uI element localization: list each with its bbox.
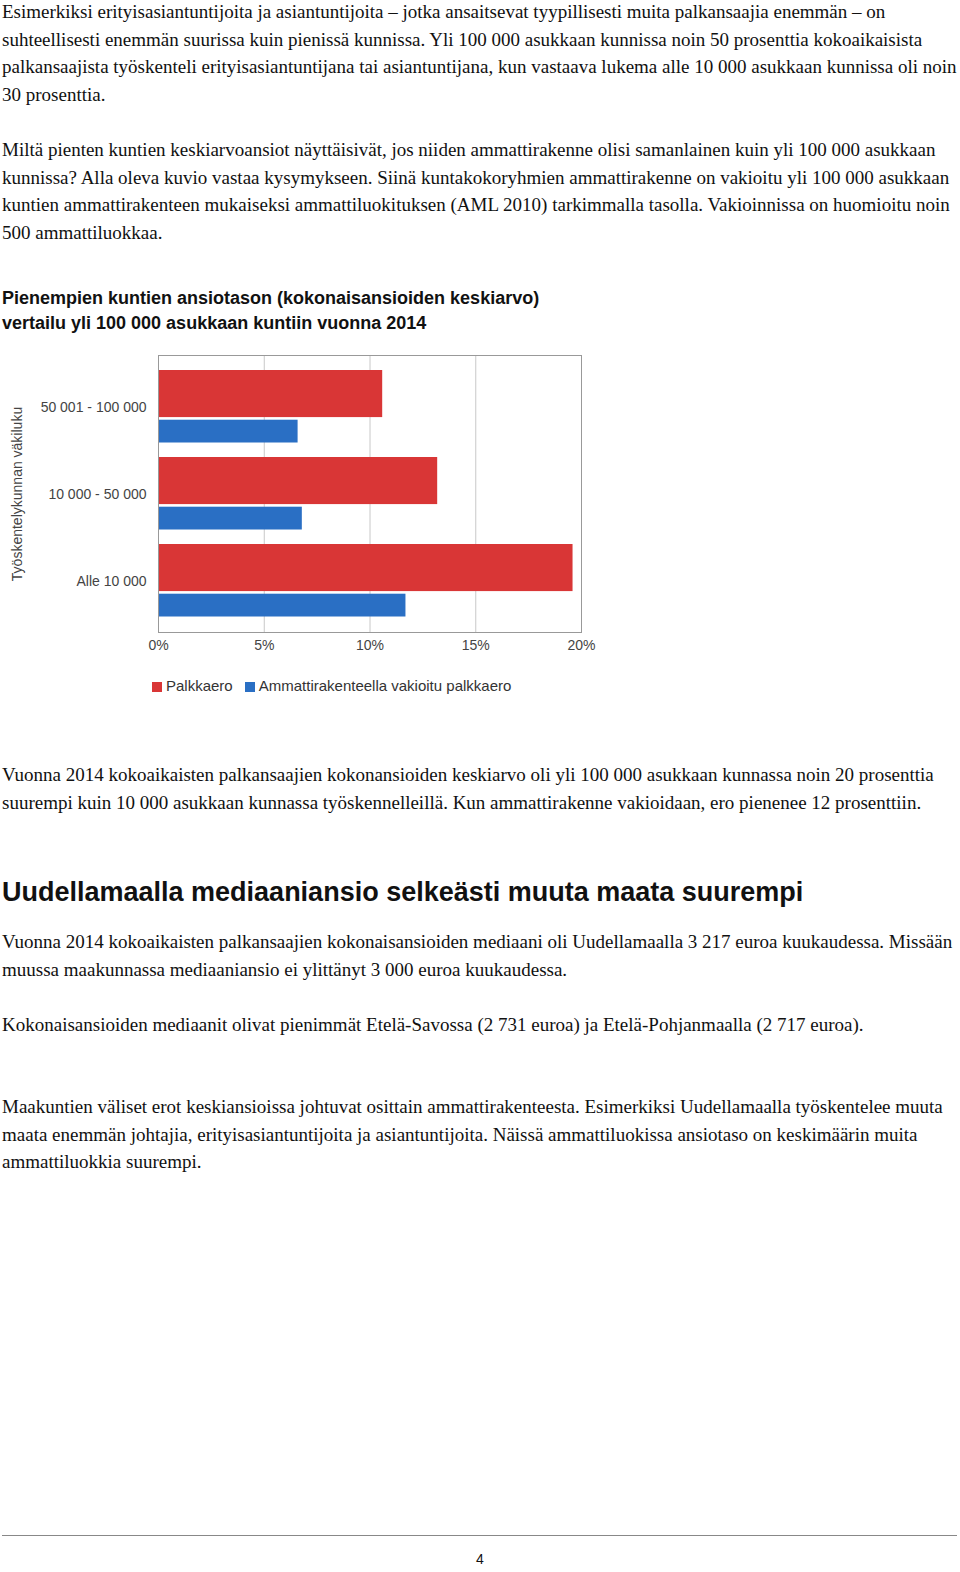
html-text:Palkkaero: Palkkaero	[166, 677, 233, 694]
svg-text:Työskentelykunnan väkiluku: Työskentelykunnan väkiluku	[9, 407, 25, 581]
html-text:Ammattirakenteella vakioitu pa: Ammattirakenteella vakioitu palkkaero	[258, 677, 512, 694]
svg-text:Alle 10 000: Alle 10 000	[76, 573, 146, 589]
html-text:Vuonna 2014 kokoaikaisten palk: Vuonna 2014 kokoaikaisten palkansaajien …	[2, 931, 953, 980]
svg-text:15%: 15%	[462, 637, 490, 653]
html-text:Vuonna 2014 kokoaikaisten palk: Vuonna 2014 kokoaikaisten palkansaajien …	[2, 764, 934, 813]
html-text:Kokonaisansioiden mediaanit ol: Kokonaisansioiden mediaanit olivat pieni…	[2, 1014, 864, 1035]
html-text:Maakuntien väliset erot keskia: Maakuntien väliset erot keskiansioissa j…	[2, 1096, 943, 1173]
html-text:Esimerkiksi erityisasiantuntij: Esimerkiksi erityisasiantuntijoita ja as…	[2, 1, 957, 105]
svg-text:0%: 0%	[148, 637, 168, 653]
html-text:Miltä pienten kuntien keskiarv: Miltä pienten kuntien keskiarvoansiot nä…	[2, 139, 950, 243]
html-text:4: 4	[476, 1551, 484, 1567]
svg-text:10 000 - 50 000: 10 000 - 50 000	[48, 486, 146, 502]
svg-text:20%: 20%	[567, 637, 595, 653]
svg-text:10%: 10%	[356, 637, 384, 653]
svg-text:50 001 - 100 000: 50 001 - 100 000	[41, 399, 147, 415]
svg-text:5%: 5%	[254, 637, 274, 653]
html-text:Pienempien kuntien ansiotason: Pienempien kuntien ansiotason (kokonaisa…	[2, 288, 540, 333]
html-text:Uudellamaalla mediaaniansio se: Uudellamaalla mediaaniansio selkeästi mu…	[2, 877, 804, 907]
